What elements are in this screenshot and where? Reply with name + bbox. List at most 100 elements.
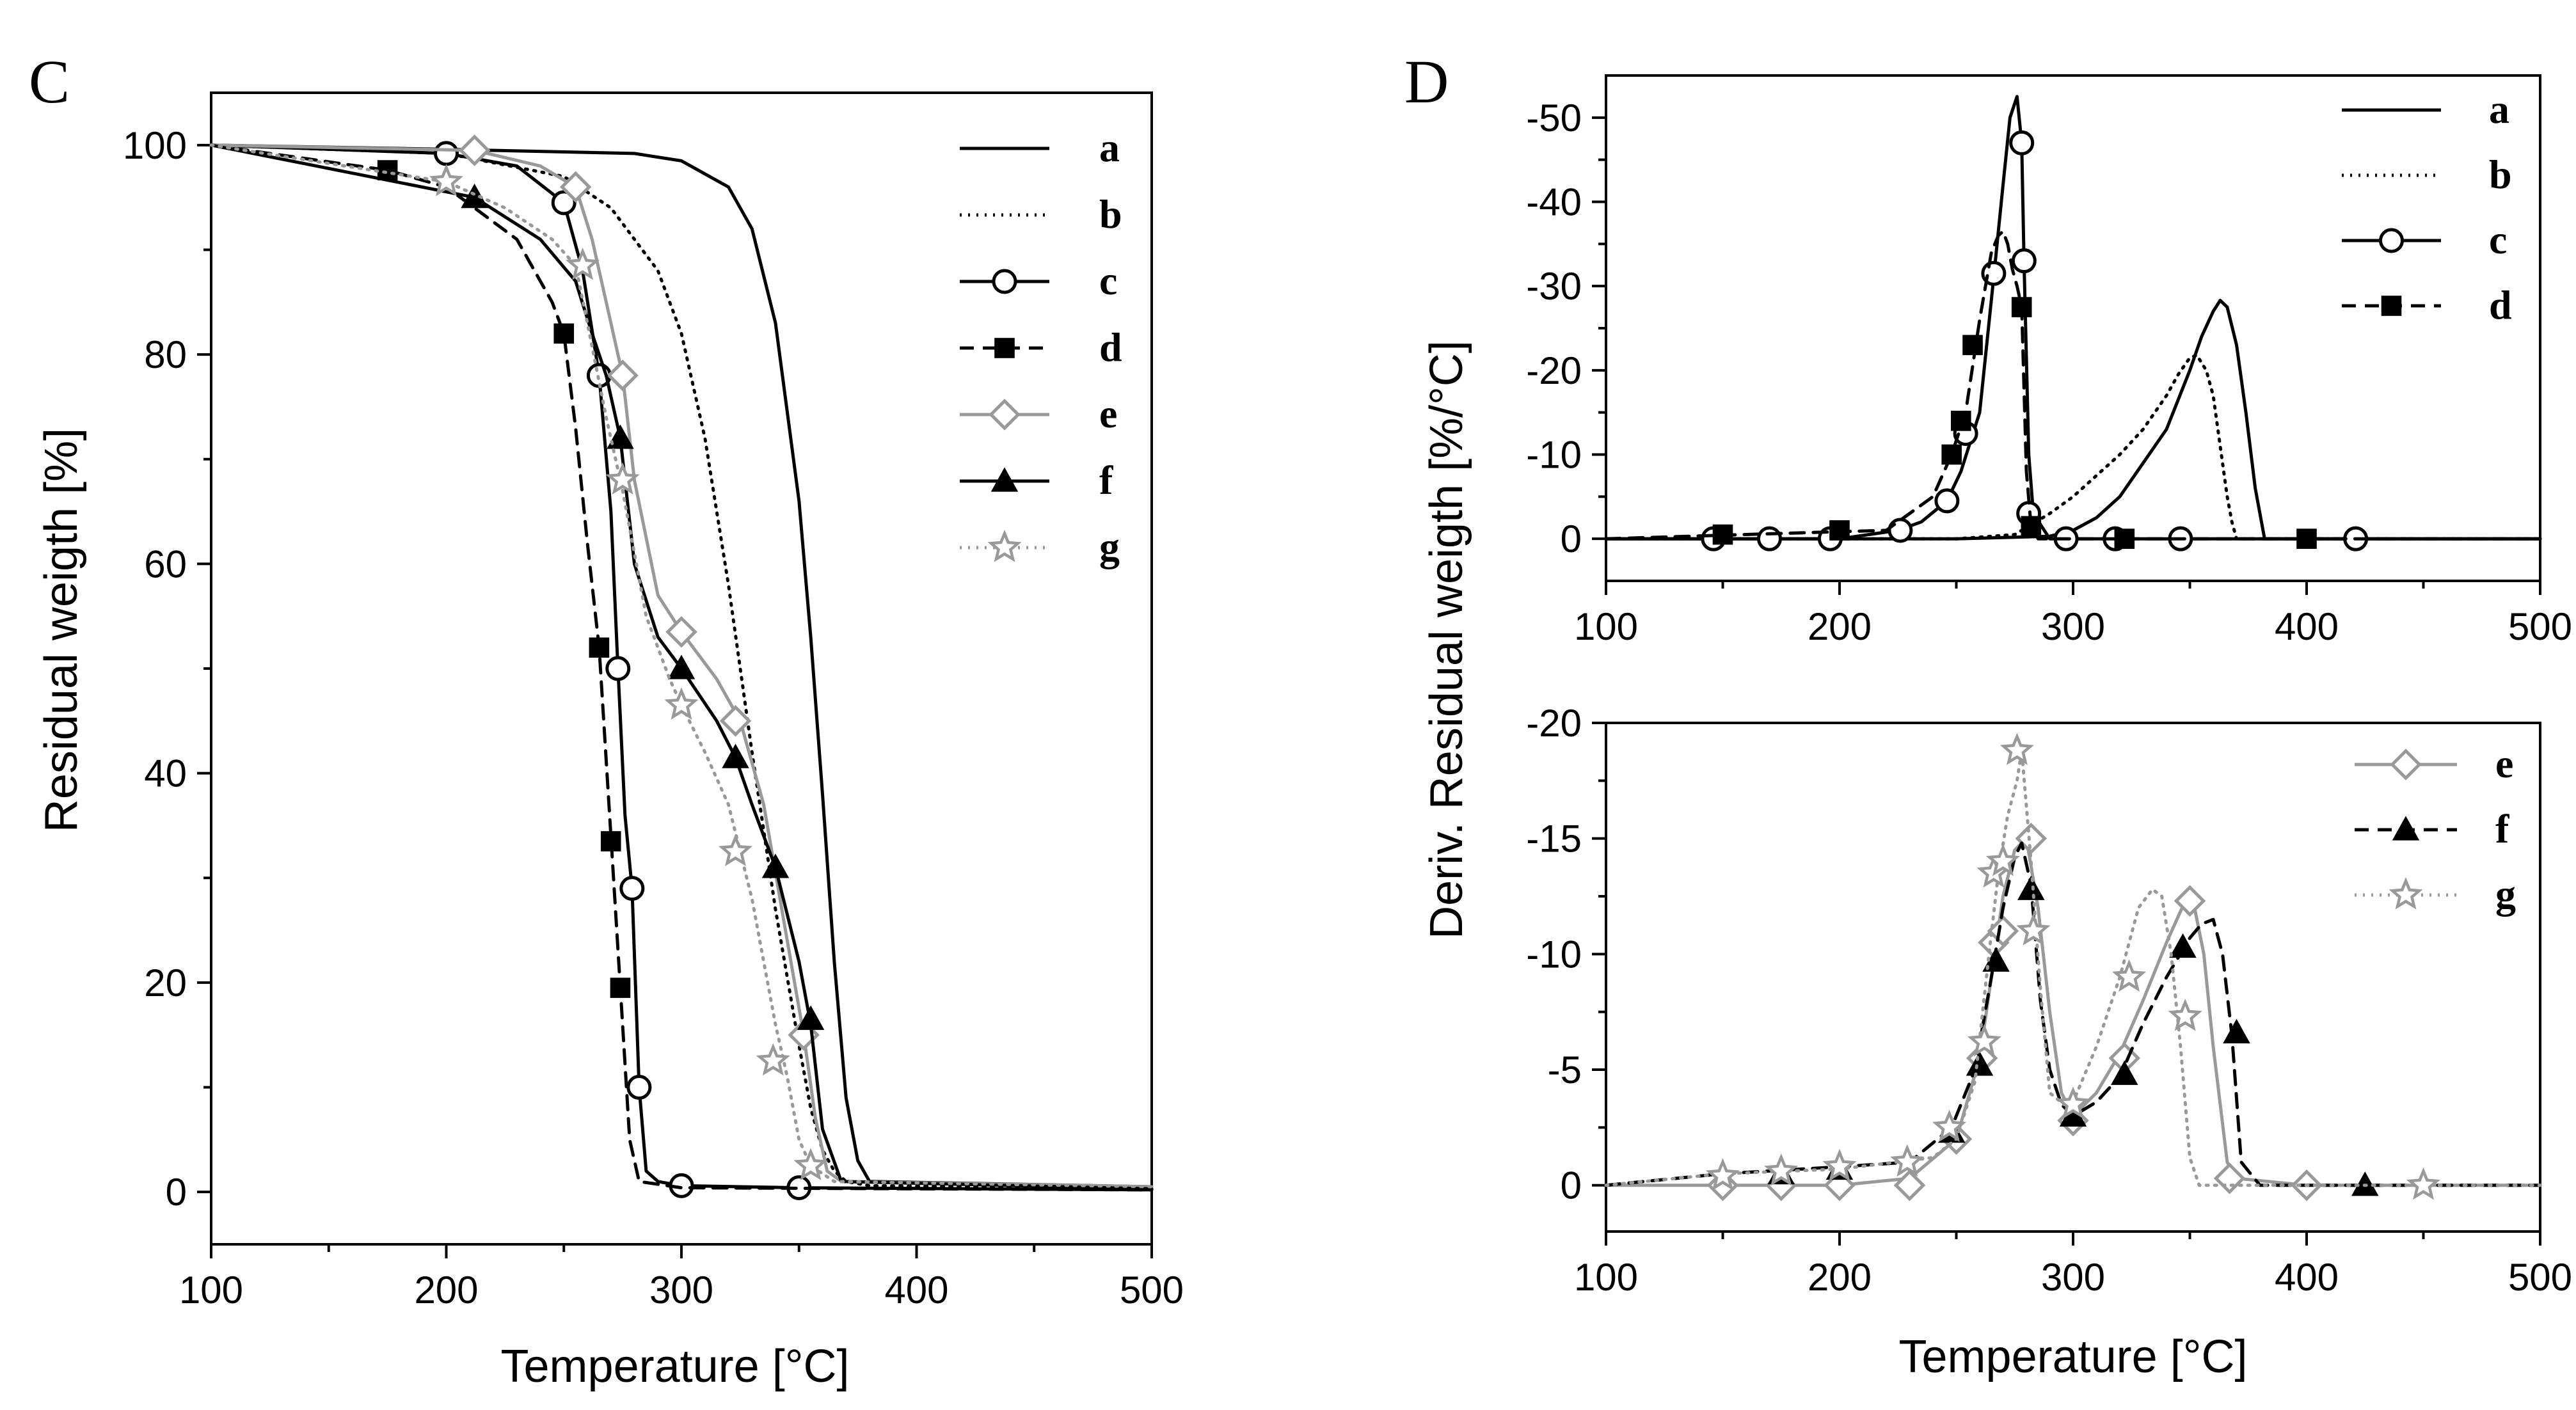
series-c-marker [2009,130,2035,155]
series-d-marker [553,323,575,344]
series-f-marker [2223,1018,2250,1043]
series-d-marker [2021,516,2042,537]
series-g-marker [2112,959,2147,992]
y-tick-label: -10 [1526,434,1582,477]
series-d-marker [1951,411,1971,431]
series-e-marker [719,705,752,737]
series-g-marker [1705,1158,1740,1191]
series-f-marker [761,853,790,878]
legend-e-label: e [2495,741,2513,786]
series-d-marker [610,978,631,998]
chart-c-ylabel: Residual weigth [%] [36,428,87,832]
y-tick-label: -5 [1548,1049,1582,1091]
series-g-marker [2056,1086,2090,1119]
series-e-marker [2213,1162,2246,1194]
legend-c-marker [992,269,1017,294]
series-g-marker [605,462,640,495]
series-g-line [209,143,1154,1189]
series-e-marker [1893,1169,1926,1201]
series-e-marker [1987,915,2019,947]
x-tick-label: 300 [2041,605,2105,648]
x-tick-label: 300 [2041,1256,2105,1299]
series-g-line [1604,749,2542,1187]
series-g-marker [1822,1148,1857,1182]
series-g-marker [664,687,699,720]
series-c-marker [1757,526,1782,551]
series-d-marker [2296,528,2317,549]
chart-d-bottom: 100 200 300 400 500 0 -5 -10 -15 -20 efg Temperat… [1421,340,2572,1382]
series-f-marker [1966,1051,1994,1076]
legend-e-marker [989,399,1021,431]
legend-d-label: d [2489,282,2512,328]
series-d-marker [2011,297,2032,317]
chart-d-top-series [1604,95,2542,551]
panel-label-c: C [29,47,70,116]
legend-c-label: c [1099,258,1117,303]
series-a-line [209,143,1154,1189]
y-tick-label: 80 [144,333,187,376]
y-tick-label: -20 [1526,702,1582,745]
series-e-marker [458,134,491,166]
x-tick-label: 400 [2275,605,2339,648]
x-tick-label: 100 [1574,605,1638,648]
legend-c-label: c [2489,217,2507,262]
series-a-line [1604,299,2542,541]
chart-d-bottom-frame [1605,722,2541,1233]
x-tick-label: 100 [179,1269,243,1311]
chart-d-ylabel: Deriv. Residual weigth [%/°C] [1421,340,1472,939]
y-tick-label: 0 [166,1171,187,1214]
series-e-marker [665,615,697,648]
series-c-marker [2011,248,2037,274]
series-g-marker [2168,998,2202,1031]
series-f-marker [667,654,696,679]
chart-c-xlabel: Temperature [°C] [501,1341,850,1392]
series-c-marker [605,656,631,681]
y-tick-label: -10 [1526,933,1582,976]
series-d-marker [589,637,610,658]
legend-f-label: f [1099,457,1113,503]
series-f-marker [722,743,749,768]
series-e-marker [559,171,592,203]
series-c-marker [1934,488,1960,514]
y-tick-label: -20 [1526,349,1582,392]
chart-d-xlabel: Temperature [°C] [1899,1331,2248,1382]
series-d-line [1604,230,2542,541]
series-b-line [1604,353,2542,541]
y-tick-label: 0 [1561,518,1582,560]
series-e-marker [2015,822,2047,855]
y-tick-label: -40 [1526,181,1582,224]
series-g-marker [2000,733,2034,765]
legend-a-label: a [1099,125,1120,170]
y-tick-label: 0 [1561,1164,1582,1207]
chart-d-bottom-legend: efg [2355,741,2516,917]
series-f-marker [607,424,634,449]
series-g-marker [793,1148,828,1180]
series-e-marker [2174,885,2206,917]
x-tick-label: 500 [1120,1269,1184,1311]
legend-f-label: f [2495,806,2509,852]
series-e-marker [607,360,639,392]
legend-f-marker [990,467,1019,492]
x-tick-label: 500 [2508,605,2572,648]
legend-g-label: g [1099,524,1120,569]
chart-d-bottom-ticks: 100 200 300 400 500 0 -5 -10 -15 -20 [1526,702,2572,1299]
x-tick-label: 400 [884,1269,948,1311]
series-g-marker [2016,913,2051,946]
series-g-marker [429,164,464,196]
series-c-marker [619,876,645,901]
y-tick-label: -50 [1526,97,1582,139]
series-d-marker [2114,528,2135,549]
series-c-marker [551,190,576,216]
series-f-line [1604,841,2542,1187]
series-d-marker [1829,520,1850,541]
series-g-marker [2406,1167,2441,1200]
series-d-marker [1941,444,1962,465]
x-tick-label: 200 [1808,1256,1872,1299]
series-c-marker [1888,518,1913,543]
series-g-marker [756,1043,790,1076]
x-tick-label: 400 [2275,1256,2339,1299]
